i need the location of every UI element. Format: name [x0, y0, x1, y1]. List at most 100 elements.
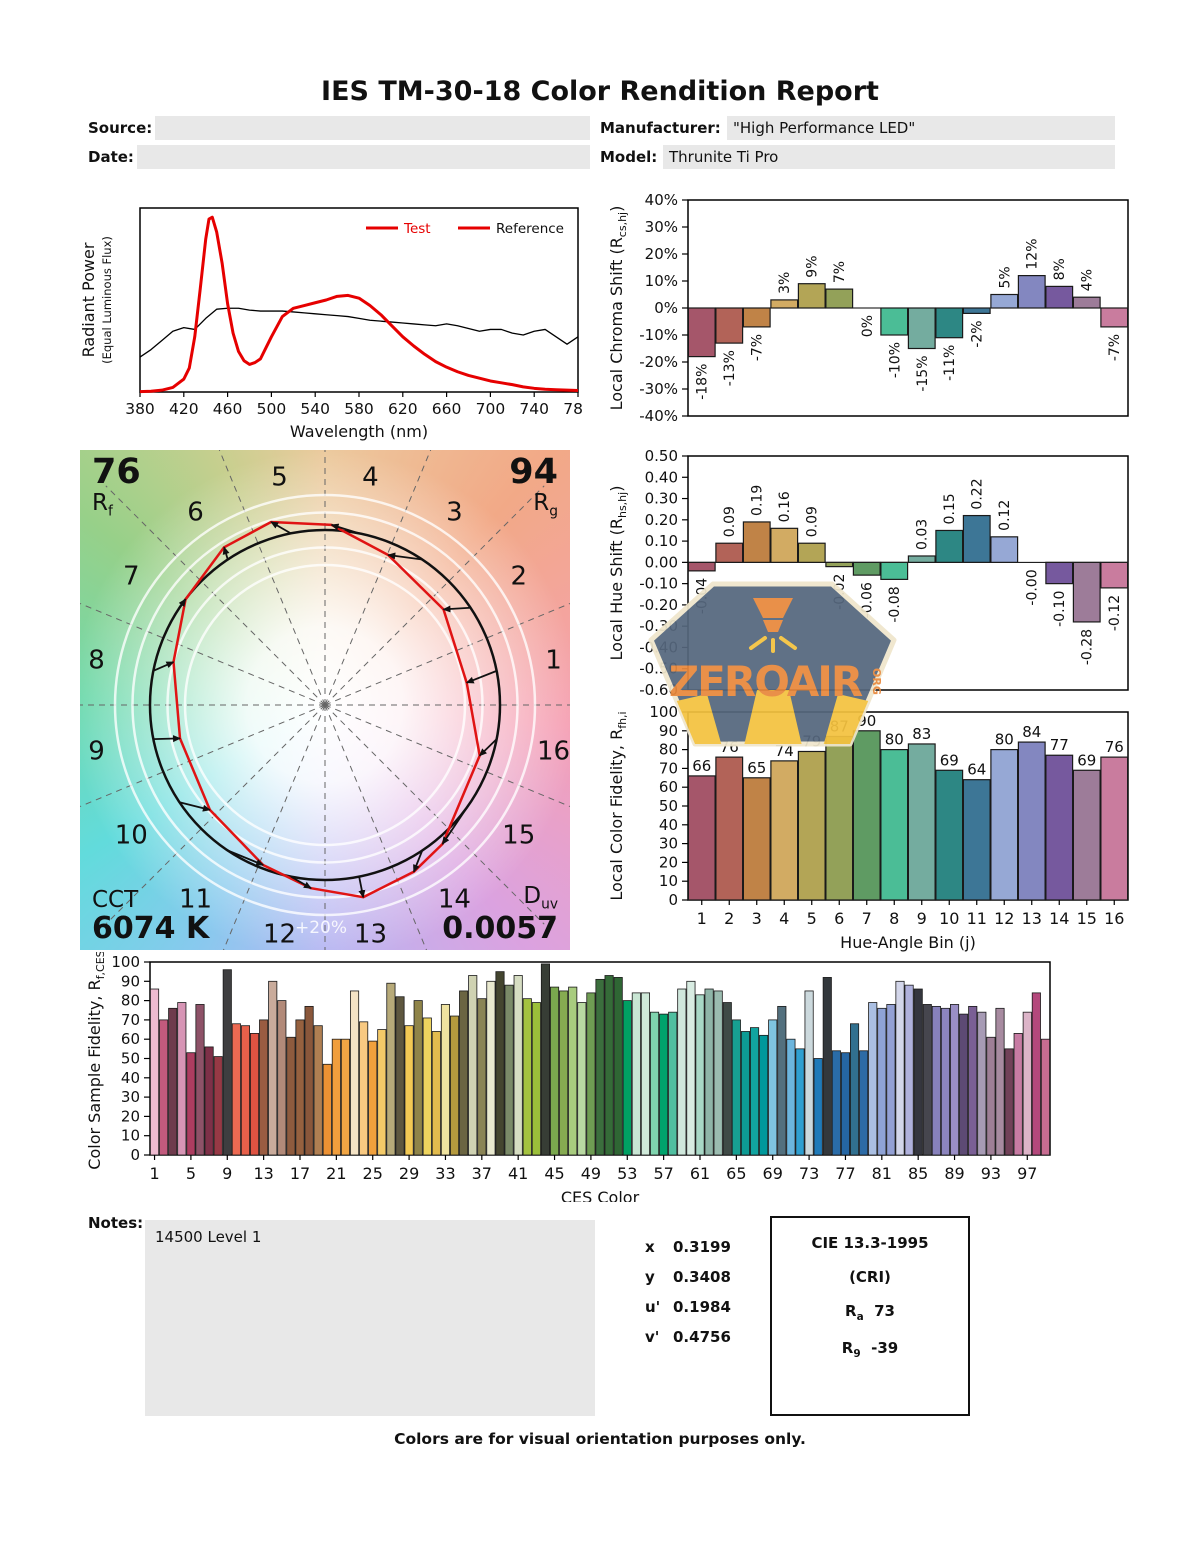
text-shape: 83 — [912, 725, 931, 743]
text-shape: 10 — [121, 1127, 140, 1145]
line-shape — [178, 598, 187, 609]
rect-shape — [313, 1025, 323, 1156]
text-shape: 500 — [257, 400, 287, 418]
rect-shape — [377, 1029, 387, 1156]
text-shape: 6 — [834, 909, 844, 928]
duv-value: 0.0057 — [442, 910, 558, 946]
text-shape: 20 — [121, 1107, 140, 1125]
model-label: Model: — [600, 148, 658, 166]
rect-shape — [831, 1050, 841, 1156]
text-shape: -0.12 — [1107, 595, 1123, 631]
text-shape: -0.10 — [639, 575, 678, 593]
rect-shape — [687, 775, 716, 901]
rect-shape — [687, 307, 716, 358]
text-shape: 15 — [1077, 909, 1097, 928]
text-shape: 740 — [519, 400, 549, 418]
text-shape: 30 — [659, 835, 678, 853]
line-shape — [218, 450, 326, 706]
text-shape: 90 — [121, 972, 140, 990]
cct-value: 6074 K — [92, 910, 210, 946]
rect-shape — [322, 1063, 332, 1156]
circle-shape — [166, 546, 484, 864]
rect-shape — [1072, 296, 1101, 309]
rect-shape — [195, 1004, 205, 1156]
rect-shape — [822, 977, 832, 1156]
line-shape — [222, 546, 230, 560]
line-shape — [290, 875, 312, 889]
text-shape: 2 — [724, 909, 734, 928]
rect-shape — [825, 735, 854, 901]
text-shape: -18% — [695, 364, 711, 400]
text-shape: 69 — [1077, 751, 1096, 769]
rect-shape — [990, 536, 1019, 563]
tspan-shape: Local Chroma Shift (R — [607, 237, 626, 410]
rect-shape — [990, 748, 1019, 901]
rect-shape — [631, 992, 641, 1156]
rect-shape — [962, 514, 991, 563]
rect-shape — [731, 1019, 741, 1156]
text-shape: 13 — [253, 1164, 273, 1183]
rect-shape — [750, 1027, 760, 1156]
rect-shape — [431, 1031, 441, 1156]
rect-shape — [622, 1000, 632, 1156]
polyline-shape — [139, 215, 579, 394]
manufacturer-field[interactable]: "High Performance LED" — [727, 116, 1115, 140]
rect-shape — [797, 542, 826, 563]
rect-shape — [640, 992, 650, 1156]
spectral-power-chart: 380 420 460 500 540 580 620 660 700 740 780 Wavelen… — [79, 207, 583, 441]
rect-shape — [742, 777, 771, 901]
rect-shape — [797, 283, 826, 309]
line-shape — [324, 704, 570, 808]
cri-ra: Ra 73 — [845, 1302, 895, 1323]
text-shape: 540 — [300, 400, 330, 418]
text-shape: 0% — [860, 315, 876, 337]
text-shape: 0.22 — [970, 478, 986, 509]
text-shape: 77 — [1050, 736, 1069, 754]
rect-shape — [986, 1036, 996, 1156]
rect-shape — [742, 307, 771, 328]
text-shape: 10 — [115, 820, 148, 850]
text-shape: -10% — [639, 326, 678, 344]
line-shape — [324, 704, 545, 925]
text-shape: 12 — [994, 909, 1014, 928]
rg-stat: 94 Rg — [509, 454, 558, 519]
zeroair-watermark: ZEROAIR ORG — [645, 578, 900, 750]
text-shape: 3 — [752, 909, 762, 928]
text-shape: 8% — [1052, 258, 1068, 280]
rect-shape — [715, 542, 744, 563]
text-shape: 3% — [777, 272, 793, 294]
tspan-shape: Local Color Fidelity, R — [607, 729, 626, 901]
rect-shape — [604, 975, 614, 1156]
rect-shape — [468, 975, 478, 1156]
rect-shape — [850, 1023, 860, 1156]
text-shape: 14 — [1049, 909, 1069, 928]
text-shape: 69 — [763, 1164, 783, 1183]
chromaticity-y: y 0.3408 — [645, 1268, 731, 1286]
model-field[interactable]: Thrunite Ti Pro — [663, 145, 1115, 169]
text-shape: 420 — [169, 400, 199, 418]
text-shape: 90 — [659, 722, 678, 740]
rect-shape — [677, 988, 687, 1156]
text-shape: (Equal Luminous Flux) — [100, 236, 114, 364]
rect-shape — [204, 1046, 214, 1156]
text-shape: -0.20 — [639, 596, 678, 614]
rect-shape — [959, 1013, 969, 1156]
text-shape: 0.15 — [942, 493, 958, 524]
rect-shape — [962, 779, 991, 901]
line-shape — [80, 602, 326, 706]
zeroair-text: ZEROAIR — [669, 657, 863, 706]
rect-shape — [907, 307, 936, 350]
date-field[interactable] — [137, 145, 590, 169]
rect-shape — [259, 1019, 269, 1156]
notes-box[interactable]: 14500 Level 1 — [145, 1220, 595, 1416]
rect-shape — [504, 984, 514, 1156]
polygon-shape — [753, 598, 793, 618]
tspan-shape: f,CESi — [94, 952, 107, 979]
rf-value: 76 — [92, 452, 141, 492]
rect-shape — [268, 980, 278, 1156]
rect-shape — [540, 963, 550, 1156]
source-field[interactable] — [155, 116, 590, 140]
rect-shape — [331, 1038, 341, 1156]
rect-shape — [922, 1004, 932, 1156]
